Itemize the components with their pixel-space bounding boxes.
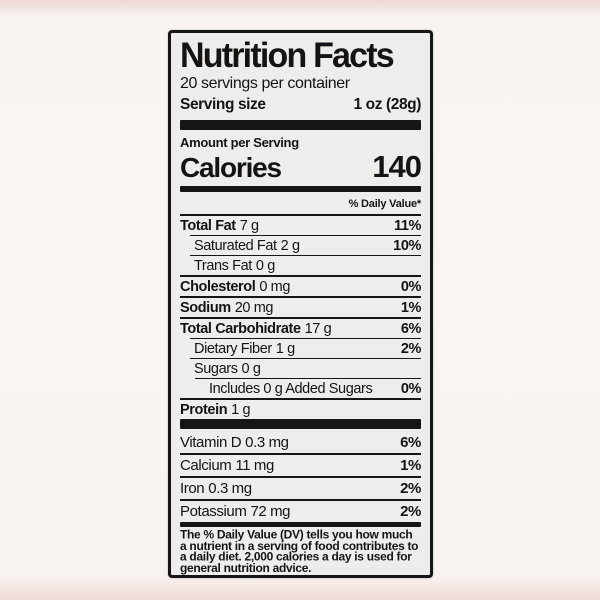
nutrient-daily-value: 2%: [400, 480, 421, 498]
nutrient-daily-value: 11%: [393, 217, 421, 234]
nutrient-row-name-amount: Total Fat 7 g: [180, 218, 259, 234]
nutrient-daily-value: 6%: [400, 434, 421, 452]
vitamin-row: Iron 0.3 mg 2%: [180, 476, 421, 499]
vitamin-row: Calcium 11 mg 1%: [180, 453, 421, 476]
vitamin-row: Potassium 72 mg 2%: [180, 499, 421, 522]
nutrient-table: Total Fat 7 g 11% Saturated Fat 2 g 10% Trans …: [180, 216, 421, 419]
nutrient-daily-value: 6%: [400, 320, 422, 337]
nutrient-name: Total Fat: [180, 217, 236, 234]
nutrient-amount: 0 g: [255, 257, 275, 274]
nutrient-name: Protein: [180, 401, 228, 418]
vitamin-row-name-amount: Vitamin D 0.3 mg: [180, 434, 289, 451]
amount-per-serving-label: Amount per Serving: [180, 135, 299, 151]
serving-size-value: 1 oz (28g): [353, 96, 422, 114]
nutrient-name: Potassium: [180, 503, 247, 521]
nutrition-facts-label: Nutrition Facts 20 servings per containe…: [168, 30, 433, 578]
nutrient-name: Saturated Fat: [194, 237, 277, 254]
daily-value-header: % Daily Value*: [180, 192, 421, 217]
vitamin-row-name-amount: Iron 0.3 mg: [180, 480, 252, 497]
nutrient-row: Dietary Fiber 1 g 2%: [190, 338, 421, 358]
nutrient-amount: 1 g: [275, 340, 295, 357]
nutrient-daily-value: 1%: [400, 299, 422, 316]
nutrient-row-name-amount: Protein 1 g: [180, 401, 251, 418]
nutrient-amount: 17 g: [304, 320, 332, 337]
nutrient-amount: 0 g: [241, 360, 261, 377]
nutrient-amount: 1 g: [231, 401, 251, 418]
nutrient-amount: 7 g: [239, 217, 259, 234]
nutrient-daily-value: 0%: [400, 380, 422, 397]
nutrient-daily-value: 1%: [400, 457, 421, 475]
nutrient-row-name-amount: Dietary Fiber 1 g: [190, 341, 295, 357]
divider-bar-thick-bottom: [180, 419, 421, 430]
nutrition-facts-title: Nutrition Facts: [180, 35, 395, 76]
nutrient-row: Cholesterol 0 mg 0%: [180, 275, 421, 296]
nutrient-name: Total Carbohidrate: [180, 320, 301, 337]
nutrient-name: Includes 0 g Added Sugars: [209, 380, 373, 397]
vitamin-row-name-amount: Potassium 72 mg: [180, 503, 291, 521]
nutrient-name: Calcium: [180, 457, 232, 475]
nutrient-amount: 0.3 mg: [245, 434, 289, 452]
serving-size-label: Serving size: [180, 96, 266, 114]
nutrient-row-name-amount: Trans Fat 0 g: [190, 258, 275, 274]
nutrient-row: Total Carbohidrate 17 g 6%: [180, 317, 421, 338]
calories-label: Calories: [180, 152, 282, 184]
nutrient-name: Sodium: [180, 299, 231, 316]
serving-size-row: Serving size 1 oz (28g): [180, 95, 421, 120]
nutrient-name: Iron: [180, 480, 205, 498]
calories-row: Calories 140: [180, 149, 422, 186]
nutrient-name: Cholesterol: [180, 278, 256, 295]
nutrient-row: Includes 0 g Added Sugars 0%: [195, 378, 421, 398]
nutrient-row: Total Fat 7 g 11%: [180, 216, 421, 235]
nutrient-amount: 2 g: [280, 237, 300, 254]
nutrient-amount: 0.3 mg: [208, 480, 252, 498]
divider-bar-small: [180, 522, 421, 528]
nutrient-row-name-amount: Sugars 0 g: [190, 361, 261, 377]
nutrient-row-name-amount: Total Carbohidrate 17 g: [180, 320, 332, 337]
nutrient-row: Sugars 0 g: [190, 358, 421, 378]
nutrient-row-name-amount: Cholesterol 0 mg: [180, 279, 290, 295]
nutrient-row-name-amount: Sodium 20 mg: [180, 300, 273, 316]
nutrient-row: Sodium 20 mg 1%: [180, 296, 421, 317]
nutrient-row-name-amount: Includes 0 g Added Sugars: [195, 380, 373, 397]
nutrient-name: Vitamin D: [180, 434, 242, 452]
nutrient-name: Sugars: [194, 360, 238, 377]
nutrient-row-name-amount: Saturated Fat 2 g: [190, 238, 300, 254]
calories-value: 140: [372, 149, 422, 185]
nutrient-name: Dietary Fiber: [194, 340, 272, 357]
nutrient-row: Trans Fat 0 g: [190, 255, 421, 275]
vitamin-row: Vitamin D 0.3 mg 6%: [180, 432, 421, 453]
daily-value-footnote: The % Daily Value (DV) tells you how muc…: [180, 528, 419, 575]
vitamin-table: Vitamin D 0.3 mg 6% Calcium 11 mg 1% Iron 0.3 m…: [180, 432, 421, 522]
divider-bar-thick-top: [180, 120, 421, 131]
vitamin-row-name-amount: Calcium 11 mg: [180, 457, 274, 474]
nutrient-row: Saturated Fat 2 g 10%: [190, 235, 421, 255]
nutrient-amount: 0 mg: [259, 278, 291, 295]
nutrient-daily-value: 0%: [400, 278, 422, 295]
nutrient-name: Trans Fat: [194, 257, 252, 274]
nutrient-amount: 72 mg: [250, 503, 291, 521]
nutrient-daily-value: 2%: [400, 503, 421, 521]
nutrient-row: Protein 1 g: [180, 398, 421, 419]
servings-per-container: 20 servings per container: [180, 75, 350, 93]
nutrient-daily-value: 10%: [393, 237, 421, 254]
nutrient-daily-value: 2%: [400, 340, 422, 357]
nutrient-amount: 20 mg: [234, 299, 274, 316]
divider-bar-medium: [180, 186, 421, 193]
nutrient-amount: 11 mg: [235, 457, 274, 475]
